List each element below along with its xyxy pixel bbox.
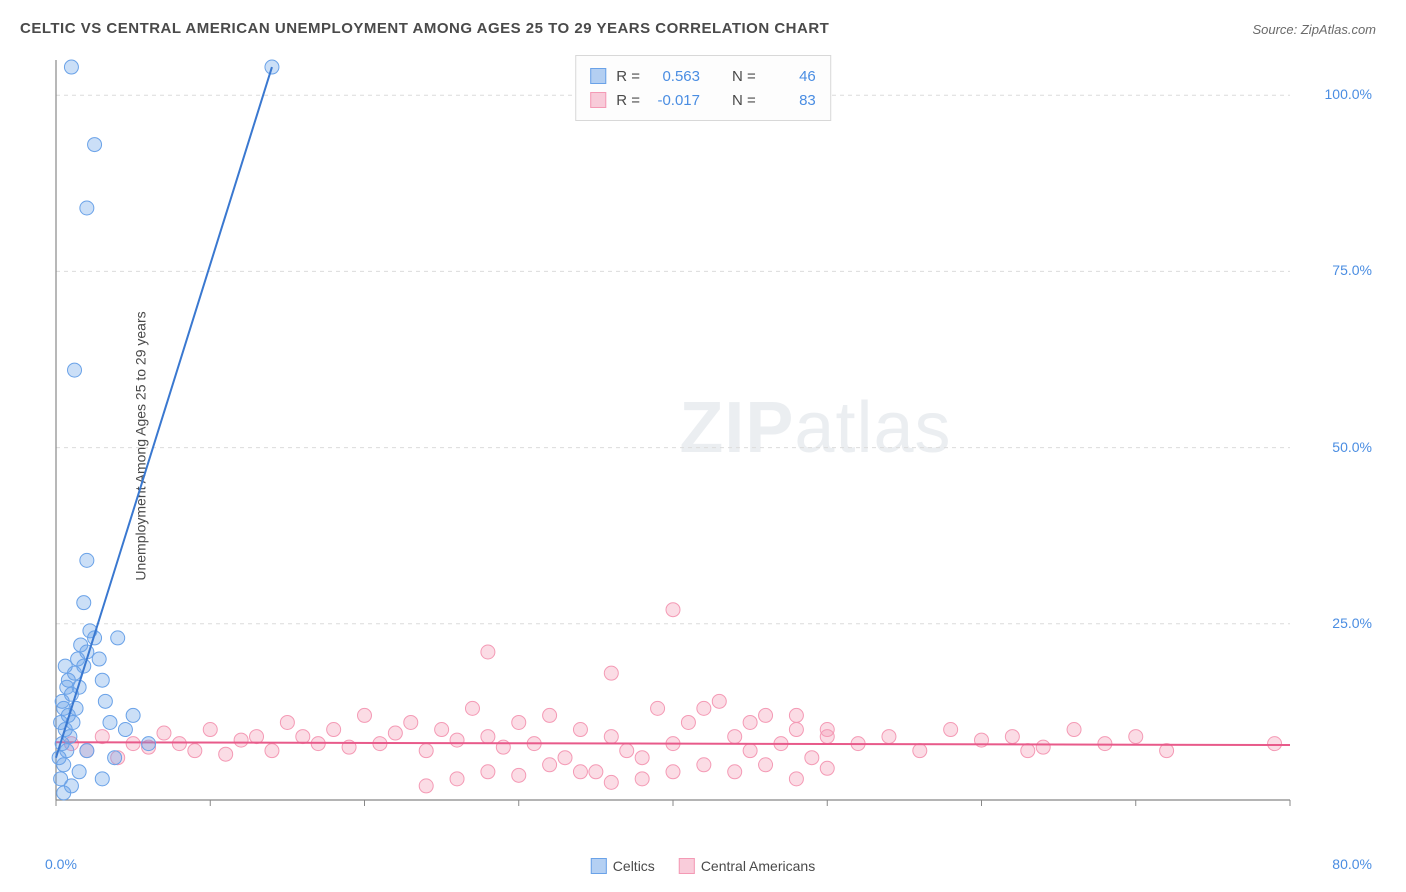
y-tick-label: 50.0%	[1332, 439, 1372, 455]
stats-row-series2: R = -0.017 N = 83	[590, 88, 816, 112]
r-label: R =	[616, 68, 640, 85]
legend-item-series1: Celtics	[591, 858, 655, 874]
series1-r-value: 0.563	[650, 68, 700, 85]
x-axis-min-label: 0.0%	[45, 856, 77, 872]
n-label: N =	[732, 92, 756, 109]
scatter-chart	[50, 50, 1360, 840]
series1-label: Celtics	[613, 858, 655, 874]
y-tick-label: 75.0%	[1332, 262, 1372, 278]
series2-label: Central Americans	[701, 858, 815, 874]
chart-title: CELTIC VS CENTRAL AMERICAN UNEMPLOYMENT …	[20, 20, 829, 37]
source-label: Source: ZipAtlas.com	[1252, 22, 1376, 37]
n-label: N =	[732, 68, 756, 85]
series2-r-value: -0.017	[650, 92, 700, 109]
stats-row-series1: R = 0.563 N = 46	[590, 64, 816, 88]
series2-n-value: 83	[766, 92, 816, 109]
swatch-series1-bottom	[591, 858, 607, 874]
r-label: R =	[616, 92, 640, 109]
stats-legend: R = 0.563 N = 46 R = -0.017 N = 83	[575, 55, 831, 121]
bottom-legend: Celtics Central Americans	[591, 858, 815, 874]
plot-area	[50, 50, 1360, 840]
swatch-series2	[590, 92, 606, 108]
legend-item-series2: Central Americans	[679, 858, 815, 874]
swatch-series1	[590, 68, 606, 84]
swatch-series2-bottom	[679, 858, 695, 874]
x-axis-max-label: 80.0%	[1332, 856, 1372, 872]
y-tick-label: 25.0%	[1332, 615, 1372, 631]
series1-n-value: 46	[766, 68, 816, 85]
y-tick-label: 100.0%	[1325, 86, 1372, 102]
